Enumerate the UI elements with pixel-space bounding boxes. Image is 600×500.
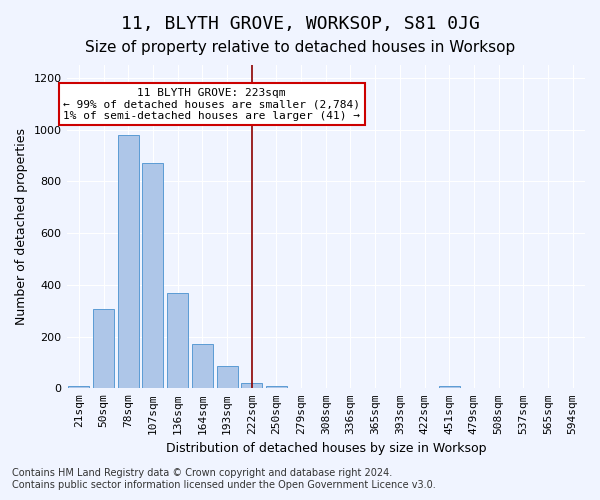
- Text: 11, BLYTH GROVE, WORKSOP, S81 0JG: 11, BLYTH GROVE, WORKSOP, S81 0JG: [121, 15, 479, 33]
- Bar: [142, 164, 163, 388]
- Text: 11 BLYTH GROVE: 223sqm
← 99% of detached houses are smaller (2,784)
1% of semi-d: 11 BLYTH GROVE: 223sqm ← 99% of detached…: [63, 88, 360, 121]
- Text: Contains HM Land Registry data © Crown copyright and database right 2024.
Contai: Contains HM Land Registry data © Crown c…: [12, 468, 436, 490]
- Bar: [167, 292, 188, 388]
- Bar: [93, 310, 114, 388]
- Bar: [266, 386, 287, 388]
- Bar: [118, 135, 139, 388]
- Text: Size of property relative to detached houses in Worksop: Size of property relative to detached ho…: [85, 40, 515, 55]
- Bar: [68, 386, 89, 388]
- Bar: [217, 366, 238, 388]
- X-axis label: Distribution of detached houses by size in Worksop: Distribution of detached houses by size …: [166, 442, 486, 455]
- Bar: [241, 382, 262, 388]
- Y-axis label: Number of detached properties: Number of detached properties: [15, 128, 28, 325]
- Bar: [192, 344, 213, 389]
- Bar: [439, 386, 460, 388]
